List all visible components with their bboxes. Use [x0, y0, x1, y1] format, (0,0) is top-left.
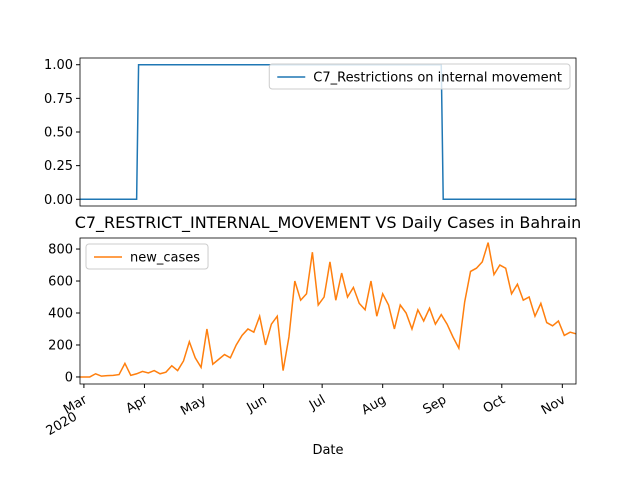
x-tick-label: May: [178, 392, 209, 419]
y-tick-label: 400: [48, 306, 73, 321]
y-tick-label: 1.00: [44, 58, 73, 73]
x-tick-label: Sep: [420, 392, 449, 417]
x-tick-label: Apr: [123, 392, 151, 417]
x-tick-label: Jul: [306, 392, 328, 413]
y-tick-label: 600: [48, 275, 73, 290]
axes-frame: [79, 237, 577, 385]
x-tick-year: 2020: [44, 409, 80, 439]
legend-label: C7_Restrictions on internal movement: [313, 71, 562, 86]
legend-label: new_cases: [130, 251, 200, 266]
legend-frame: [85, 243, 209, 270]
y-tick-label: 0.25: [44, 159, 73, 174]
chart-title: C7_RESTRICT_INTERNAL_MOVEMENT VS Daily C…: [75, 213, 582, 233]
x-tick-label: Nov: [539, 392, 569, 418]
legend-frame: [268, 63, 571, 90]
y-tick-label: 800: [48, 243, 73, 258]
legend: C7_Restrictions on internal movement: [268, 63, 571, 90]
x-tick-label: Jun: [244, 392, 270, 416]
axes-frame: [79, 57, 577, 207]
y-tick-label: 0.00: [44, 193, 73, 208]
y-tick-label: 0: [65, 370, 73, 385]
y-tick-label: 0.50: [44, 126, 73, 141]
x-tick-label: Aug: [359, 392, 388, 418]
legend: new_cases: [85, 243, 209, 270]
y-tick-label: 200: [48, 338, 73, 353]
y-tick-label: 0.75: [44, 92, 73, 107]
data-line: [80, 242, 577, 378]
x-tick-label: Oct: [481, 392, 508, 416]
x-axis-label: Date: [312, 443, 343, 458]
